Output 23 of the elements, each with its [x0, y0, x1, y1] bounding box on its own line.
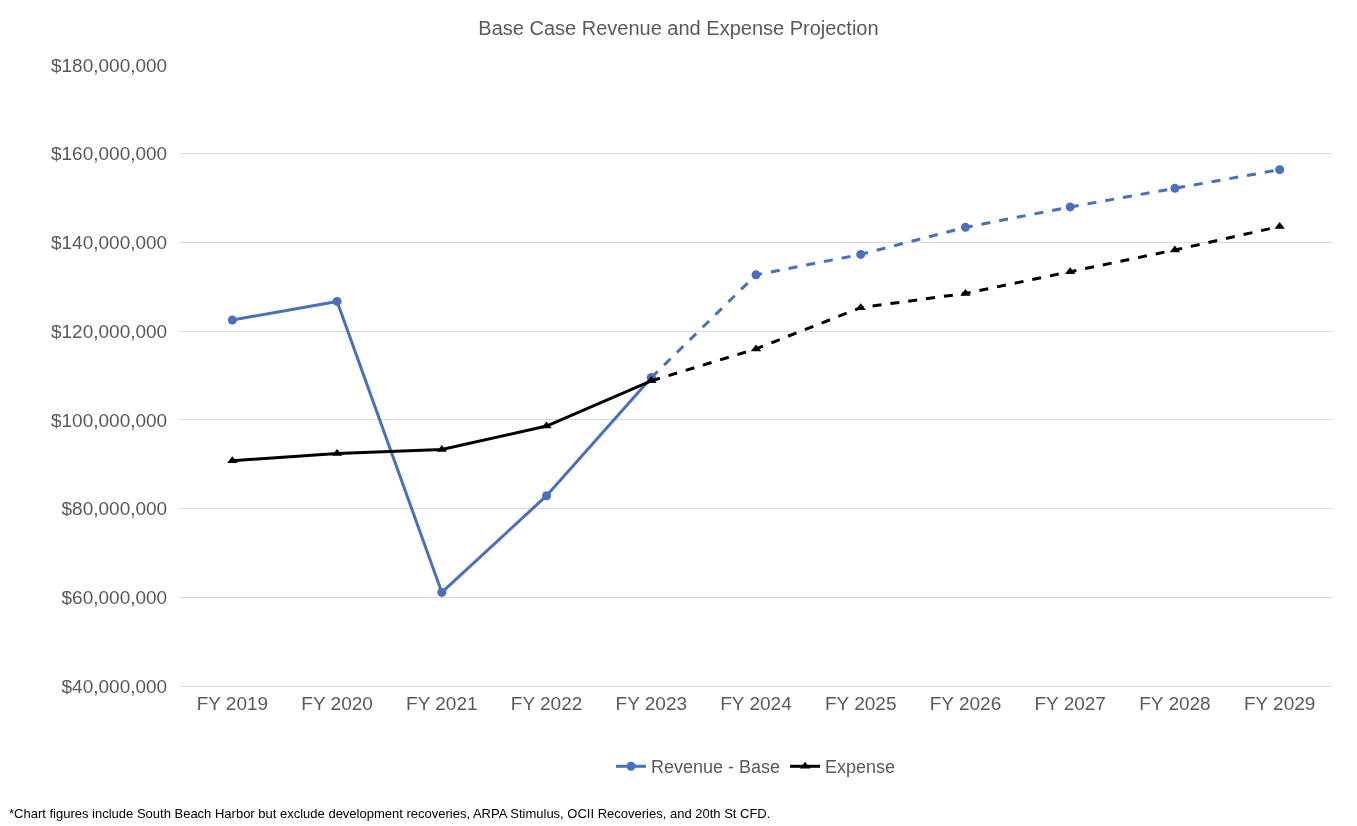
- legend-label: Expense: [825, 757, 896, 778]
- text: *Chart figures include South Beach Harbor but exclude development recoveries, ARPA Stimulus, OCII Recoveries, and 20th St CFD.: [9, 806, 771, 821]
- y-tick-label: $180,000,000: [50, 54, 168, 76]
- x-tick-label: FY 2024: [720, 692, 793, 714]
- y-tick-label: $140,000,000: [50, 232, 168, 254]
- y-tick-label: $80,000,000: [61, 498, 168, 520]
- x-tick-label: FY 2020: [301, 692, 373, 714]
- x-tick-label: FY 2021: [406, 692, 478, 714]
- y-tick-label: $120,000,000: [50, 320, 168, 342]
- y-tick-label: $160,000,000: [50, 143, 168, 165]
- x-tick-label: FY 2027: [1034, 692, 1106, 714]
- x-tick-label: FY 2025: [824, 692, 897, 714]
- x-tick-label: FY 2029: [1243, 692, 1316, 714]
- x-tick-label: FY 2026: [929, 692, 1002, 714]
- y-tick-label: $40,000,000: [61, 675, 168, 697]
- x-tick-label: FY 2019: [196, 692, 269, 714]
- x-tick-label: FY 2022: [510, 692, 583, 714]
- legend-label: Revenue - Base: [651, 757, 781, 778]
- y-tick-label: $60,000,000: [61, 586, 168, 608]
- x-tick-label: FY 2023: [615, 692, 688, 714]
- x-tick-label: FY 2028: [1139, 692, 1211, 714]
- chart-title: Base Case Revenue and Expense Projection: [478, 16, 879, 39]
- y-tick-label: $100,000,000: [50, 409, 168, 431]
